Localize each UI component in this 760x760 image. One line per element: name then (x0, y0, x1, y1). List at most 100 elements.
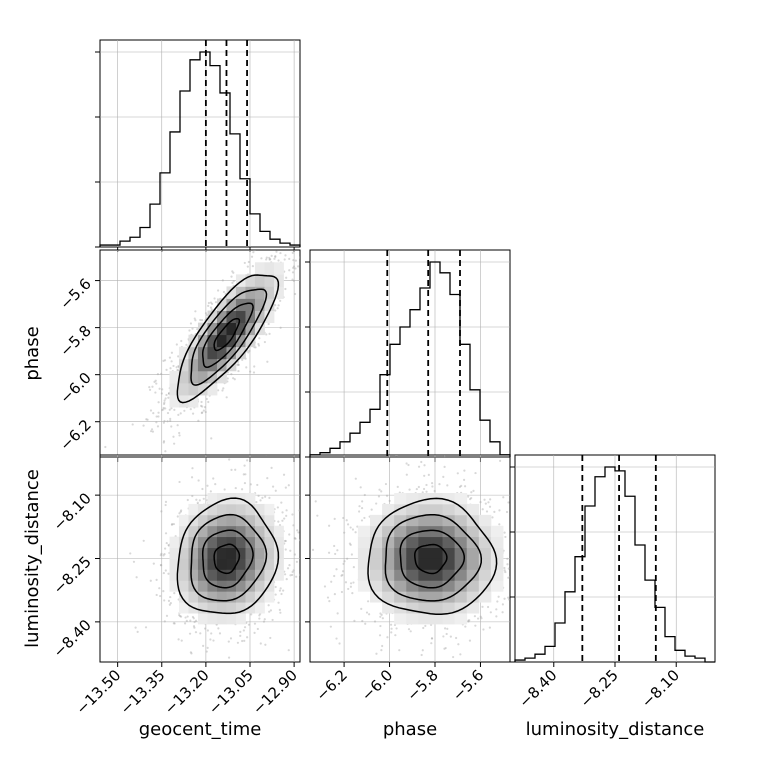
x-tick-label-phase: −6.2 (312, 666, 350, 704)
sample-point (172, 435, 175, 438)
sample-point (477, 617, 480, 620)
sample-point (191, 494, 194, 498)
sample-point (188, 632, 192, 635)
contour-line (213, 543, 241, 575)
density-cell (264, 536, 275, 548)
sample-point (145, 418, 148, 421)
density-cell (264, 591, 275, 603)
density-cell (264, 558, 275, 570)
density-cell (254, 298, 265, 311)
sample-point (241, 358, 244, 362)
sample-point (170, 523, 174, 526)
sample-point (265, 455, 267, 456)
sample-point (256, 627, 259, 631)
density-cell (442, 602, 456, 614)
density-cell (197, 514, 208, 527)
sample-point (274, 255, 277, 259)
sample-point (340, 574, 343, 577)
density-cell (273, 569, 284, 581)
sample-point (373, 620, 377, 623)
sample-point (163, 599, 166, 602)
contour-line (176, 274, 280, 404)
density-cell (254, 558, 265, 570)
sample-point (505, 510, 509, 514)
density-cell (235, 274, 246, 287)
density-cell (207, 525, 218, 538)
sample-point (292, 265, 296, 268)
sample-point (243, 481, 247, 485)
sample-point (330, 580, 333, 583)
sample-point (415, 487, 418, 491)
density-cell (188, 503, 199, 516)
sample-point (282, 589, 285, 592)
density-cell (245, 536, 256, 548)
sample-point (246, 459, 249, 462)
sample-point (176, 368, 179, 372)
density-cell (245, 322, 256, 336)
sample-point (232, 377, 235, 380)
contour-line (176, 497, 280, 615)
sample-point (267, 322, 270, 326)
sample-point (151, 430, 155, 433)
density-cell (216, 569, 227, 581)
density-cell (188, 591, 199, 603)
sample-point (201, 405, 204, 408)
density-cell (245, 569, 256, 581)
density-cell (418, 558, 431, 570)
sample-point (333, 544, 336, 548)
sample-point (155, 421, 158, 424)
x-tick-label-geocent_time: −13.50 (72, 666, 124, 718)
sample-point (266, 477, 269, 480)
density-cell (197, 322, 208, 336)
sample-point (202, 497, 205, 500)
density-cell (430, 580, 443, 592)
sample-point (488, 505, 492, 508)
y-tick-label-phase: −6.2 (56, 416, 94, 454)
density-cell (245, 503, 256, 516)
density-cell (454, 547, 468, 559)
density-cell (216, 334, 227, 348)
sample-point (542, 538, 544, 540)
density-cell (207, 370, 218, 384)
sample-point (467, 619, 470, 622)
sample-point (336, 549, 339, 552)
sample-point (194, 310, 197, 313)
sample-point (438, 483, 441, 486)
density-cell (418, 602, 431, 614)
sample-point (250, 613, 253, 616)
sample-point (468, 619, 471, 622)
sample-point (283, 230, 285, 232)
sample-point (502, 496, 505, 499)
density-cell (382, 558, 395, 570)
sample-point (154, 391, 157, 394)
sample-point (252, 371, 256, 374)
density-cell (178, 602, 189, 614)
histogram-luminosity_distance (510, 454, 716, 667)
sample-point (274, 255, 277, 258)
sample-point (294, 292, 297, 296)
sample-point (153, 380, 156, 383)
sample-point (189, 619, 192, 622)
sample-point (489, 611, 492, 614)
density-cell (216, 536, 227, 548)
sample-point (178, 512, 181, 515)
sample-point (198, 499, 201, 502)
sample-point (291, 573, 294, 577)
sample-point (161, 408, 164, 412)
density-cell (235, 569, 246, 581)
density-cell (430, 591, 443, 603)
sample-point (178, 431, 181, 435)
sample-point (268, 332, 271, 335)
sample-point (159, 563, 162, 567)
sample-point (529, 575, 531, 577)
sample-point (384, 482, 388, 486)
sample-point (178, 480, 181, 484)
density-cell (188, 547, 199, 559)
sample-point (284, 539, 287, 543)
sample-point (457, 643, 460, 646)
sample-point (179, 477, 181, 479)
y-tick-label-phase: −5.6 (56, 275, 94, 313)
x-tick-label-luminosity_distance: −8.40 (515, 666, 560, 711)
density-cell (478, 547, 492, 559)
density-cell (264, 298, 275, 311)
